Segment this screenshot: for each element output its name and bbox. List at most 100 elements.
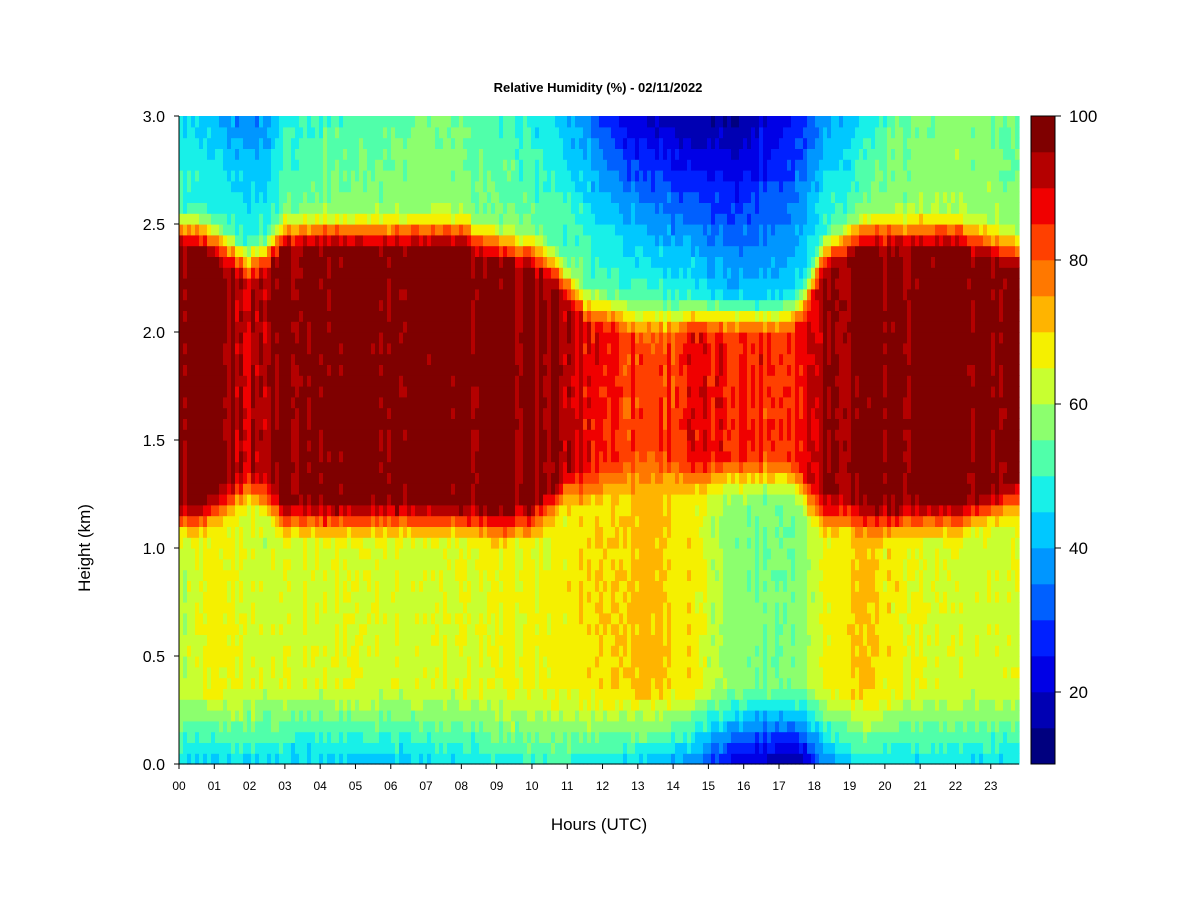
heatmap-cell <box>391 612 396 625</box>
heatmap-cell <box>443 602 448 614</box>
heatmap-cell <box>223 256 228 268</box>
heatmap-cell <box>183 256 188 268</box>
heatmap-cell <box>499 418 504 430</box>
heatmap-cell <box>211 364 216 376</box>
heatmap-cell <box>359 116 364 128</box>
heatmap-cell <box>407 699 412 711</box>
heatmap-cell <box>451 288 456 301</box>
heatmap-cell <box>335 278 340 290</box>
heatmap-cell <box>255 180 260 193</box>
heatmap-cell <box>315 472 320 484</box>
heatmap-cell <box>367 213 372 225</box>
heatmap-cell <box>211 342 216 355</box>
heatmap-cell <box>395 666 400 679</box>
heatmap-cell <box>315 234 320 247</box>
heatmap-cell <box>491 170 496 182</box>
heatmap-cell <box>391 299 396 311</box>
heatmap-cell <box>331 537 336 549</box>
heatmap-cell <box>475 580 480 592</box>
heatmap-cell <box>447 126 452 139</box>
heatmap-cell <box>303 364 308 376</box>
heatmap-cell <box>487 137 492 149</box>
heatmap-cell <box>475 677 480 689</box>
heatmap-cell <box>475 126 480 139</box>
heatmap-cell <box>355 353 360 365</box>
heatmap-cell <box>291 310 296 322</box>
heatmap-cell <box>407 126 412 139</box>
heatmap-cell <box>471 407 476 419</box>
heatmap-cell <box>179 386 184 398</box>
heatmap-cell <box>423 116 428 128</box>
heatmap-cell <box>267 159 272 171</box>
heatmap-cell <box>471 731 476 743</box>
heatmap-cell <box>243 537 248 549</box>
heatmap-cell <box>395 558 400 571</box>
heatmap-cell <box>347 656 352 668</box>
heatmap-cell <box>439 321 444 333</box>
heatmap-cell <box>275 483 280 495</box>
heatmap-cell <box>451 386 456 398</box>
heatmap-cell <box>419 418 424 430</box>
heatmap-cell <box>475 278 480 290</box>
heatmap-cell <box>331 256 336 268</box>
heatmap-cell <box>507 213 512 225</box>
heatmap-cell <box>383 299 388 311</box>
heatmap-cell <box>255 353 260 365</box>
heatmap-cell <box>455 332 460 344</box>
heatmap-cell <box>295 353 300 365</box>
heatmap-cell <box>327 515 332 527</box>
heatmap-cell <box>399 472 404 484</box>
heatmap-cell <box>471 148 476 160</box>
heatmap-cell <box>403 440 408 452</box>
heatmap-cell <box>251 548 256 560</box>
heatmap-cell <box>375 634 380 646</box>
heatmap-cell <box>459 126 464 139</box>
heatmap-cell <box>187 699 192 711</box>
heatmap-cell <box>291 494 296 506</box>
heatmap-cell <box>383 440 388 452</box>
heatmap-cell <box>255 558 260 571</box>
heatmap-cell <box>411 656 416 668</box>
heatmap-cell <box>359 148 364 160</box>
heatmap-cell <box>491 148 496 160</box>
heatmap-cell <box>179 742 184 754</box>
heatmap-cell <box>259 386 264 398</box>
heatmap-cell <box>291 278 296 290</box>
heatmap-cell <box>199 558 204 571</box>
heatmap-cell <box>231 526 236 538</box>
heatmap-cell <box>503 137 508 149</box>
heatmap-cell <box>303 288 308 301</box>
heatmap-cell <box>399 148 404 160</box>
heatmap-cell <box>215 677 220 689</box>
heatmap-cell <box>423 558 428 571</box>
heatmap-cell <box>227 159 232 171</box>
heatmap-cell <box>507 288 512 301</box>
heatmap-cell <box>383 526 388 538</box>
heatmap-cell <box>363 299 368 311</box>
heatmap-cell <box>287 148 292 160</box>
heatmap-cell <box>215 234 220 247</box>
heatmap-cell <box>403 256 408 268</box>
heatmap-cell <box>275 699 280 711</box>
heatmap-cell <box>491 720 496 733</box>
heatmap-cell <box>319 342 324 355</box>
heatmap-cell <box>191 386 196 398</box>
heatmap-cell <box>271 569 276 581</box>
heatmap-cell <box>199 548 204 560</box>
heatmap-cell <box>219 504 224 517</box>
heatmap-cell <box>271 666 276 679</box>
heatmap-cell <box>187 720 192 733</box>
heatmap-cell <box>371 580 376 592</box>
heatmap-cell <box>459 688 464 700</box>
heatmap-cell <box>471 612 476 625</box>
heatmap-cell <box>483 288 488 301</box>
heatmap-cell <box>307 234 312 247</box>
heatmap-cell <box>475 558 480 571</box>
heatmap-cell <box>295 483 300 495</box>
heatmap-cell <box>347 180 352 193</box>
heatmap-cell <box>391 170 396 182</box>
heatmap-cell <box>247 569 252 581</box>
heatmap-cell <box>347 202 352 214</box>
heatmap-cell <box>427 720 432 733</box>
heatmap-cell <box>347 342 352 355</box>
